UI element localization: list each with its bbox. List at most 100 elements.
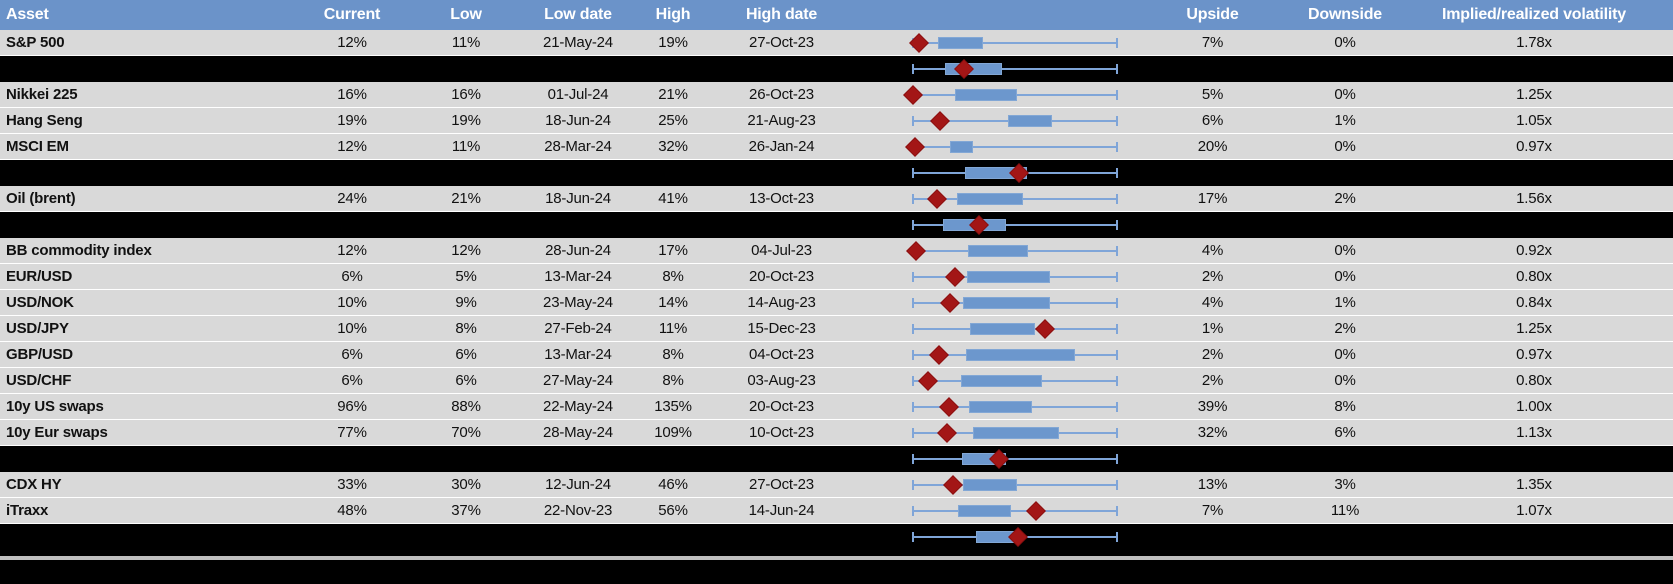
upside-cell[interactable]: 4% (1201, 294, 1224, 311)
high-date-cell[interactable]: 27-Oct-23 (749, 476, 814, 493)
implied-realized-vol-cell[interactable]: 0.92x (1516, 242, 1552, 259)
low-cell[interactable]: 11% (451, 138, 481, 155)
downside-cell[interactable]: 0% (1334, 372, 1356, 389)
high-date-cell[interactable]: 26-Oct-23 (749, 86, 814, 103)
current-cell[interactable]: 16% (337, 86, 367, 103)
low-cell[interactable]: 30% (451, 476, 481, 493)
col-header-high-date[interactable]: High date (745, 6, 818, 23)
current-cell[interactable]: 12% (337, 138, 367, 155)
high-cell[interactable]: 8% (662, 268, 684, 285)
asset-cell[interactable]: MSCI EM (6, 138, 69, 155)
high-cell[interactable]: 25% (658, 112, 688, 129)
downside-cell[interactable]: 2% (1334, 190, 1356, 207)
high-date-cell[interactable]: 20-Oct-23 (749, 398, 814, 415)
downside-cell[interactable]: 1% (1334, 294, 1356, 311)
low-date-cell[interactable]: 22-May-24 (543, 398, 613, 415)
low-date-cell[interactable]: 13-Mar-24 (544, 346, 612, 363)
high-cell[interactable]: 56% (658, 502, 688, 519)
implied-realized-vol-cell[interactable]: 1.56x (1516, 190, 1552, 207)
low-date-cell[interactable]: 28-Mar-24 (544, 138, 612, 155)
high-cell[interactable]: 46% (658, 476, 688, 493)
implied-realized-vol-cell[interactable]: 1.00x (1516, 398, 1552, 415)
col-header-asset[interactable]: Asset (6, 6, 49, 23)
implied-realized-vol-cell[interactable]: 1.78x (1516, 34, 1552, 51)
downside-cell[interactable]: 3% (1334, 476, 1356, 493)
current-cell[interactable]: 12% (337, 34, 367, 51)
current-cell[interactable]: 48% (337, 502, 367, 519)
implied-realized-vol-cell[interactable]: 0.80x (1516, 268, 1552, 285)
upside-cell[interactable]: 5% (1201, 86, 1224, 103)
implied-realized-vol-cell[interactable]: 0.97x (1516, 346, 1552, 363)
high-date-cell[interactable]: 15-Dec-23 (747, 320, 816, 337)
implied-realized-vol-cell[interactable]: 1.05x (1516, 112, 1552, 129)
low-cell[interactable]: 70% (451, 424, 481, 441)
asset-cell[interactable]: USD/NOK (6, 294, 74, 311)
low-date-cell[interactable]: 27-Feb-24 (544, 320, 612, 337)
col-header-low-date[interactable]: Low date (544, 6, 612, 23)
upside-cell[interactable]: 39% (1197, 398, 1228, 415)
high-date-cell[interactable]: 20-Oct-23 (749, 268, 814, 285)
downside-cell[interactable]: 0% (1334, 242, 1356, 259)
current-cell[interactable]: 12% (337, 242, 367, 259)
upside-cell[interactable]: 2% (1201, 372, 1224, 389)
low-date-cell[interactable]: 13-Mar-24 (544, 268, 612, 285)
high-date-cell[interactable]: 14-Jun-24 (748, 502, 815, 519)
downside-cell[interactable]: 8% (1334, 398, 1356, 415)
asset-cell[interactable]: EUR/USD (6, 268, 73, 285)
implied-realized-vol-cell[interactable]: 0.97x (1516, 138, 1552, 155)
implied-realized-vol-cell[interactable]: 1.35x (1516, 476, 1552, 493)
upside-cell[interactable]: 1% (1201, 320, 1224, 337)
high-cell[interactable]: 109% (654, 424, 692, 441)
downside-cell[interactable]: 0% (1334, 34, 1356, 51)
upside-cell[interactable]: 13% (1197, 476, 1228, 493)
col-header-high[interactable]: High (655, 6, 691, 23)
current-cell[interactable]: 6% (341, 372, 363, 389)
low-cell[interactable]: 21% (451, 190, 481, 207)
low-cell[interactable]: 12% (451, 242, 481, 259)
implied-realized-vol-cell[interactable]: 0.84x (1516, 294, 1552, 311)
low-date-cell[interactable]: 18-Jun-24 (545, 190, 611, 207)
asset-cell[interactable]: S&P 500 (6, 34, 65, 51)
asset-cell[interactable]: USD/JPY (6, 320, 69, 337)
low-cell[interactable]: 88% (451, 398, 481, 415)
col-header-upside[interactable]: Upside (1186, 6, 1239, 23)
current-cell[interactable]: 96% (337, 398, 367, 415)
downside-cell[interactable]: 2% (1334, 320, 1356, 337)
low-cell[interactable]: 11% (451, 34, 481, 51)
high-date-cell[interactable]: 04-Jul-23 (751, 242, 812, 259)
implied-realized-vol-cell[interactable]: 1.07x (1516, 502, 1552, 519)
low-cell[interactable]: 8% (455, 320, 477, 337)
high-cell[interactable]: 32% (658, 138, 688, 155)
asset-cell[interactable]: Nikkei 225 (6, 86, 78, 103)
current-cell[interactable]: 19% (337, 112, 367, 129)
high-date-cell[interactable]: 03-Aug-23 (747, 372, 816, 389)
current-cell[interactable]: 77% (337, 424, 367, 441)
downside-cell[interactable]: 11% (1330, 502, 1360, 519)
low-cell[interactable]: 6% (455, 372, 477, 389)
high-cell[interactable]: 17% (658, 242, 688, 259)
low-date-cell[interactable]: 23-May-24 (543, 294, 613, 311)
downside-cell[interactable]: 0% (1334, 86, 1356, 103)
upside-cell[interactable]: 32% (1197, 424, 1228, 441)
low-cell[interactable]: 5% (455, 268, 477, 285)
downside-cell[interactable]: 0% (1334, 346, 1356, 363)
col-header-current[interactable]: Current (323, 6, 381, 23)
asset-cell[interactable]: CDX HY (6, 476, 62, 493)
high-cell[interactable]: 8% (662, 372, 684, 389)
low-date-cell[interactable]: 21-May-24 (543, 34, 613, 51)
current-cell[interactable]: 10% (337, 294, 367, 311)
high-cell[interactable]: 135% (654, 398, 692, 415)
low-date-cell[interactable]: 28-May-24 (543, 424, 613, 441)
col-header-implied-realized-volatility[interactable]: Implied/realized volatility (1442, 6, 1626, 23)
upside-cell[interactable]: 6% (1201, 112, 1224, 129)
upside-cell[interactable]: 7% (1201, 502, 1224, 519)
upside-cell[interactable]: 17% (1197, 190, 1228, 207)
high-date-cell[interactable]: 04-Oct-23 (749, 346, 814, 363)
col-header-downside[interactable]: Downside (1308, 6, 1382, 23)
downside-cell[interactable]: 1% (1334, 112, 1356, 129)
high-date-cell[interactable]: 10-Oct-23 (749, 424, 814, 441)
asset-cell[interactable]: GBP/USD (6, 346, 73, 363)
col-header-low[interactable]: Low (450, 6, 482, 23)
downside-cell[interactable]: 0% (1334, 268, 1356, 285)
downside-cell[interactable]: 0% (1334, 138, 1356, 155)
